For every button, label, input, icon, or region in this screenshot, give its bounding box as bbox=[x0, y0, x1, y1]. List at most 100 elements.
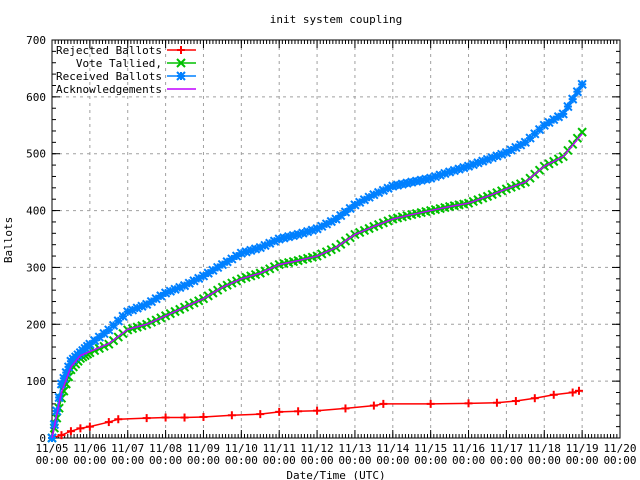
data-point-fill bbox=[336, 210, 346, 221]
data-point bbox=[492, 398, 501, 407]
data-point bbox=[577, 79, 587, 90]
data-point-fill bbox=[54, 392, 64, 403]
x-tick-label-time: 00:00 bbox=[225, 454, 258, 467]
x-tick-label-time: 00:00 bbox=[301, 454, 334, 467]
x-tick-label: 11/06 bbox=[73, 442, 106, 455]
x-tick-label-time: 00:00 bbox=[376, 454, 409, 467]
x-tick-label: 11/09 bbox=[187, 442, 220, 455]
data-point bbox=[66, 427, 75, 436]
y-tick-label: 200 bbox=[26, 318, 46, 331]
data-point bbox=[294, 407, 303, 416]
y-tick-label: 500 bbox=[26, 148, 46, 161]
x-tick-label-time: 00:00 bbox=[490, 454, 523, 467]
data-point bbox=[313, 406, 322, 415]
data-point bbox=[114, 415, 123, 424]
series-acknowledgements bbox=[51, 133, 583, 439]
data-point bbox=[227, 411, 236, 420]
y-tick-label: 0 bbox=[39, 432, 46, 445]
data-point-fill bbox=[478, 156, 488, 166]
x-tick-label-time: 00:00 bbox=[263, 454, 296, 467]
data-point bbox=[199, 412, 208, 421]
data-point-fill bbox=[392, 180, 403, 190]
x-tick-label: 11/17 bbox=[490, 442, 523, 455]
data-point-fill bbox=[359, 195, 370, 205]
data-point bbox=[426, 399, 435, 408]
data-point-fill bbox=[572, 87, 583, 97]
x-tick-label: 11/16 bbox=[452, 442, 485, 455]
data-point-fill bbox=[567, 94, 578, 104]
data-point bbox=[256, 410, 265, 419]
x-tick-label: 11/07 bbox=[111, 442, 144, 455]
series-received-ballots bbox=[47, 79, 587, 443]
legend-marker bbox=[176, 71, 186, 81]
x-tick-label-time: 00:00 bbox=[603, 454, 636, 467]
chart-title: init system coupling bbox=[270, 13, 402, 26]
x-tick-label-time: 00:00 bbox=[73, 454, 106, 467]
x-tick-label: 11/14 bbox=[376, 442, 409, 455]
x-tick-label: 11/11 bbox=[263, 442, 296, 455]
series-line bbox=[51, 133, 583, 439]
data-point-fill bbox=[137, 301, 147, 311]
series-layer bbox=[47, 79, 587, 443]
legend-label: Rejected Ballots bbox=[56, 44, 162, 57]
data-point bbox=[142, 414, 151, 423]
y-tick-label: 300 bbox=[26, 261, 46, 274]
x-tick-label: 11/18 bbox=[528, 442, 561, 455]
legend-label: Vote Tallied, bbox=[76, 57, 162, 70]
legend-marker bbox=[177, 46, 185, 54]
data-point bbox=[180, 413, 189, 422]
data-point bbox=[76, 424, 85, 433]
data-point bbox=[558, 109, 568, 119]
x-tick-label-time: 00:00 bbox=[528, 454, 561, 467]
x-tick-label-time: 00:00 bbox=[35, 454, 68, 467]
data-point bbox=[379, 399, 388, 408]
series-rejected-ballots bbox=[48, 386, 583, 442]
x-tick-label: 11/08 bbox=[149, 442, 182, 455]
data-point bbox=[161, 413, 170, 422]
x-tick-label: 11/20 bbox=[603, 442, 636, 455]
x-tick-label: 11/10 bbox=[225, 442, 258, 455]
data-point bbox=[549, 390, 558, 399]
x-tick-label: 11/19 bbox=[566, 442, 599, 455]
x-tick-label: 11/13 bbox=[338, 442, 371, 455]
x-tick-label: 11/05 bbox=[35, 442, 68, 455]
x-tick-label-time: 00:00 bbox=[187, 454, 220, 467]
data-point bbox=[275, 407, 284, 416]
data-point bbox=[568, 388, 577, 397]
grid bbox=[52, 40, 620, 438]
y-tick-label: 700 bbox=[26, 34, 46, 47]
data-point bbox=[464, 399, 473, 408]
x-tick-label-time: 00:00 bbox=[111, 454, 144, 467]
y-tick-label: 400 bbox=[26, 205, 46, 218]
data-point bbox=[104, 418, 113, 427]
y-tick-label: 100 bbox=[26, 375, 46, 388]
data-point bbox=[341, 404, 350, 413]
y-axis-label: Ballots bbox=[2, 217, 15, 263]
y-tick-label: 600 bbox=[26, 91, 46, 104]
x-tick-label: 11/12 bbox=[301, 442, 334, 455]
legend-marker bbox=[176, 58, 186, 68]
x-tick-label-time: 00:00 bbox=[566, 454, 599, 467]
data-point bbox=[511, 397, 520, 406]
legend-label: Acknowledgements bbox=[56, 83, 162, 96]
legend-label: Received Ballots bbox=[56, 70, 162, 83]
series-line bbox=[51, 390, 580, 439]
data-point bbox=[574, 386, 583, 395]
axes: 010020030040050060070011/0500:0011/0600:… bbox=[26, 34, 636, 467]
data-point bbox=[530, 394, 539, 403]
x-tick-label-time: 00:00 bbox=[338, 454, 371, 467]
data-point bbox=[369, 401, 378, 410]
x-tick-label-time: 00:00 bbox=[452, 454, 485, 467]
x-tick-label: 11/15 bbox=[414, 442, 447, 455]
data-point-fill bbox=[563, 101, 573, 112]
data-point bbox=[577, 127, 587, 137]
plot-border bbox=[51, 39, 621, 439]
x-tick-label-time: 00:00 bbox=[149, 454, 182, 467]
data-point bbox=[85, 339, 95, 349]
data-point bbox=[57, 431, 66, 440]
data-point bbox=[85, 422, 94, 431]
x-axis-label: Date/Time (UTC) bbox=[286, 469, 385, 480]
x-tick-label-time: 00:00 bbox=[414, 454, 447, 467]
